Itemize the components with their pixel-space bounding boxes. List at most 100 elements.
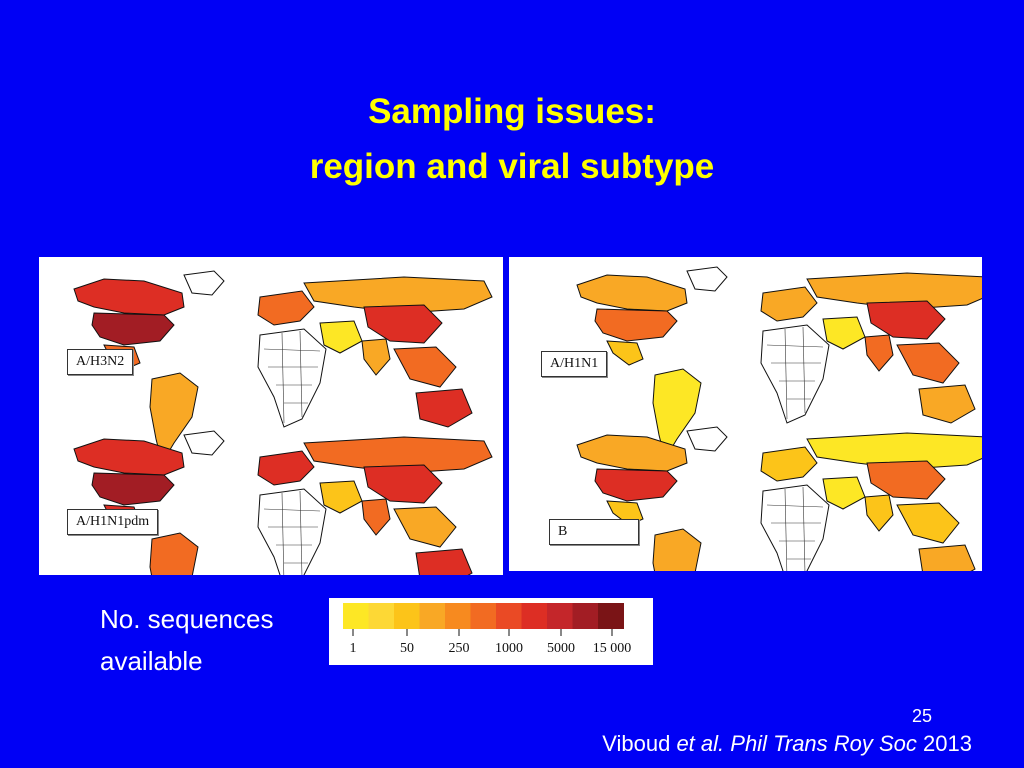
region-middle_east <box>319 480 363 514</box>
country-border <box>263 508 321 512</box>
legend-tick-label: 250 <box>449 641 470 656</box>
region-europe <box>760 286 818 322</box>
legend-swatch <box>419 603 446 629</box>
country-border <box>802 326 806 414</box>
maps-panel-right: A/H1N1 B <box>509 257 982 571</box>
legend-swatch <box>572 603 599 629</box>
country-border <box>766 344 824 348</box>
legend-tick-label: 1000 <box>495 641 523 656</box>
legend-swatch <box>394 603 420 629</box>
legend-caption-line-2: available <box>100 646 203 676</box>
region-se_asia <box>896 342 960 384</box>
legend-swatch <box>368 603 395 629</box>
region-india <box>864 334 894 372</box>
legend-swatch <box>496 603 522 629</box>
maps-right-svg <box>576 266 982 571</box>
region-europe <box>257 450 315 486</box>
region-middle_east <box>822 476 866 510</box>
world-map-h1n1 <box>576 266 982 461</box>
maps-panel-left: A/H3N2 A/H1N1pdm <box>39 257 503 575</box>
world-map-h1n1pdm <box>73 430 493 575</box>
country-border <box>766 504 824 508</box>
legend-caption: No. sequences available <box>100 598 273 682</box>
region-africa <box>257 328 327 428</box>
region-south_america <box>652 528 702 571</box>
color-legend-svg: 1 50 250 1000 5000 15 000 <box>343 603 632 656</box>
country-border <box>263 348 321 352</box>
map-label-b: B <box>549 519 639 545</box>
region-russia <box>303 436 493 474</box>
region-australia <box>918 384 976 424</box>
region-greenland <box>686 426 728 452</box>
region-na_north <box>576 274 688 312</box>
region-india <box>361 338 391 376</box>
region-middle_east <box>822 316 866 350</box>
country-border <box>802 486 806 571</box>
region-na_north <box>73 438 185 476</box>
citation-year: 2013 <box>923 731 972 756</box>
region-na_north <box>576 434 688 472</box>
region-south_america <box>149 532 199 575</box>
region-usa <box>91 312 175 346</box>
region-south_america <box>149 372 199 465</box>
citation-journal: Phil Trans Roy Soc <box>730 731 917 756</box>
region-china <box>866 460 946 500</box>
region-greenland <box>183 270 225 296</box>
region-se_asia <box>393 346 457 388</box>
region-china <box>363 464 443 504</box>
citation: Viboud et al. Phil Trans Roy Soc 2013 <box>602 731 972 757</box>
region-india <box>864 494 894 532</box>
region-russia <box>806 272 982 310</box>
title-line-2: region and viral subtype <box>309 147 715 186</box>
region-russia <box>303 276 493 314</box>
region-usa <box>91 472 175 506</box>
legend-swatch <box>470 603 497 629</box>
legend-tick-label: 5000 <box>547 641 575 656</box>
legend-tick-label: 50 <box>400 641 414 656</box>
color-legend: 1 50 250 1000 5000 15 000 <box>329 598 653 665</box>
region-mexico <box>606 340 644 366</box>
legend-caption-line-1: No. sequences <box>100 604 274 634</box>
country-border <box>281 492 285 575</box>
region-south_america <box>652 368 702 461</box>
region-se_asia <box>896 502 960 544</box>
region-africa <box>760 324 830 424</box>
country-border <box>299 330 303 418</box>
page-number: 25 <box>912 706 933 726</box>
legend-swatch <box>445 603 471 629</box>
map-label-h3n2: A/H3N2 <box>67 349 134 375</box>
world-map-h3n2 <box>73 270 493 465</box>
legend-swatch <box>598 603 624 629</box>
country-border <box>299 490 303 575</box>
legend-tick-label: 1 <box>350 641 357 656</box>
region-usa <box>594 468 678 502</box>
region-africa <box>760 484 830 571</box>
legend-tick-label: 15 000 <box>593 641 632 656</box>
region-india <box>361 498 391 536</box>
title-line-1: Sampling issues: <box>368 92 656 131</box>
region-na_north <box>73 278 185 316</box>
region-china <box>866 300 946 340</box>
region-greenland <box>686 266 728 292</box>
region-europe <box>257 290 315 326</box>
country-border <box>784 488 788 571</box>
region-australia <box>415 548 473 575</box>
region-se_asia <box>393 506 457 548</box>
region-australia <box>415 388 473 428</box>
region-china <box>363 304 443 344</box>
legend-swatch <box>547 603 573 629</box>
region-europe <box>760 446 818 482</box>
map-label-h1n1: A/H1N1 <box>541 351 608 377</box>
maps-left-svg <box>73 270 493 575</box>
region-russia <box>806 432 982 470</box>
region-australia <box>918 544 976 571</box>
region-usa <box>594 308 678 342</box>
legend-swatch <box>521 603 548 629</box>
country-border <box>281 332 285 424</box>
citation-etal: et al. <box>676 731 725 756</box>
map-label-h1n1pdm: A/H1N1pdm <box>67 509 159 535</box>
slide-title: Sampling issues: region and viral subtyp… <box>0 84 1024 194</box>
region-greenland <box>183 430 225 456</box>
country-border <box>784 328 788 420</box>
region-middle_east <box>319 320 363 354</box>
